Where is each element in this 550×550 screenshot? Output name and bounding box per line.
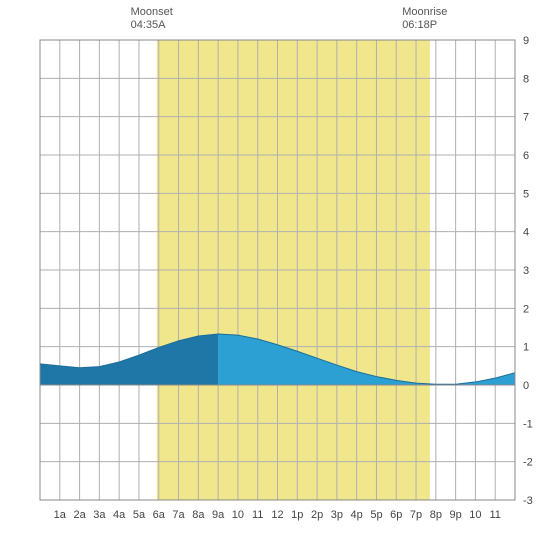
x-tick-label: 1a [54,509,67,521]
moonset-time: 04:35A [131,19,173,32]
y-tick-label: -1 [523,418,533,430]
moonrise-label: Moonrise 06:18P [402,6,447,32]
x-tick-label: 12 [271,509,283,521]
x-tick-label: 9a [212,509,225,521]
x-tick-label: 10 [232,509,244,521]
y-tick-label: 0 [523,380,529,392]
x-tick-label: 2p [311,509,323,521]
x-tick-label: 5a [133,509,146,521]
y-tick-label: -3 [523,495,533,507]
y-tick-label: 9 [523,35,529,47]
x-tick-label: 10 [469,509,481,521]
x-tick-label: 4p [351,509,363,521]
y-tick-label: 7 [523,112,529,124]
x-tick-label: 9p [450,509,462,521]
x-tick-label: 2a [73,509,86,521]
chart-svg: -3-2-101234567891a2a3a4a5a6a7a8a9a101112… [0,0,550,550]
x-tick-label: 8p [430,509,442,521]
x-tick-label: 6a [153,509,166,521]
y-tick-label: 8 [523,73,529,85]
y-tick-label: 4 [523,227,529,239]
x-tick-label: 3a [93,509,106,521]
x-tick-label: 6p [390,509,402,521]
moonrise-title: Moonrise [402,6,447,19]
x-tick-label: 8a [192,509,205,521]
x-tick-label: 4a [113,509,126,521]
moonset-title: Moonset [131,6,173,19]
moonset-label: Moonset 04:35A [131,6,173,32]
tide-chart: Moonset 04:35A Moonrise 06:18P -3-2-1012… [0,0,550,550]
x-tick-label: 1p [291,509,303,521]
y-tick-label: 6 [523,150,529,162]
moonrise-time: 06:18P [402,19,447,32]
y-tick-label: -2 [523,457,533,469]
y-tick-label: 2 [523,303,529,315]
y-tick-label: 1 [523,342,529,354]
x-tick-label: 3p [331,509,343,521]
x-tick-label: 11 [489,509,500,521]
y-tick-label: 3 [523,265,529,277]
x-tick-label: 5p [370,509,382,521]
y-tick-label: 5 [523,188,529,200]
x-tick-label: 7p [410,509,422,521]
x-tick-label: 11 [252,509,263,521]
x-tick-label: 7a [172,509,185,521]
